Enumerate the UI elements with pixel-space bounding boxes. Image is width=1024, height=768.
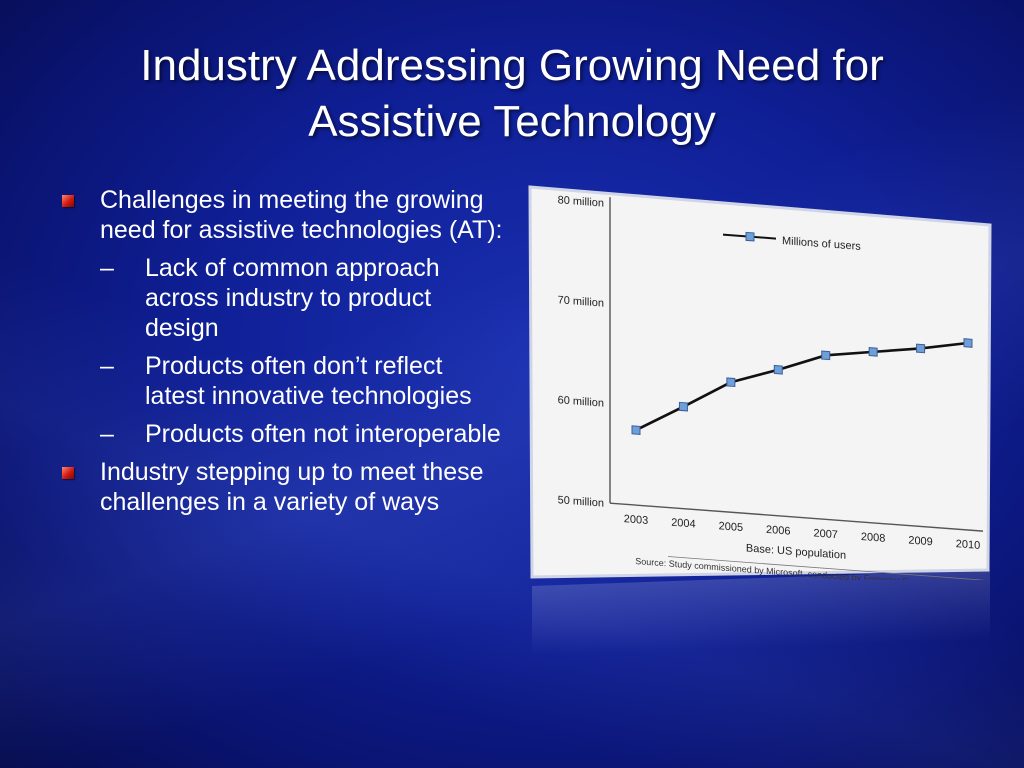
bullet-industry: Industry stepping up to meet these chall… [58,457,508,517]
series-line [635,341,969,432]
y-tick-label: 80 million [558,194,604,209]
source-divider [668,556,983,580]
data-point [916,343,926,354]
dash-icon: – [100,254,114,282]
data-point [963,338,973,348]
line-chart: Millions of users 50 million 60 million 70… [528,185,992,580]
data-point [678,401,688,412]
x-tick-label: 2006 [766,524,790,538]
legend-marker-icon [745,231,755,242]
bullet-text: Industry stepping up to meet these chall… [100,458,484,516]
bullet-challenges: Challenges in meeting the growing need f… [58,185,508,449]
chart-paper [528,185,992,579]
x-tick-label: 2004 [671,517,695,531]
data-point [773,364,783,375]
y-tick-label: 70 million [558,294,604,309]
y-tick-label: 50 million [558,494,604,509]
data-point [726,377,736,388]
legend-label: Millions of users [782,235,861,253]
title-line-2: Assistive Technology [308,97,716,146]
x-tick-label: 2003 [624,513,648,527]
x-tick-label: 2005 [719,520,743,534]
bullet-text: Challenges in meeting the growing need f… [100,186,503,244]
square-bullet-icon [62,195,74,207]
title-line-1: Industry Addressing Growing Need for [140,41,884,90]
sub-bullet: – Products often don’t reflect latest in… [100,351,508,411]
x-axis [610,502,983,532]
x-tick-label: 2009 [908,535,932,549]
x-tick-label: 2010 [956,538,980,552]
sub-bullet-text: Products often not interoperable [145,420,501,448]
chart-panel: Millions of users 50 million 60 million 70… [528,185,994,580]
slide-title: Industry Addressing Growing Need for Ass… [40,38,984,150]
chart-reflection [532,570,990,656]
sub-bullet: – Lack of common approach across industr… [100,253,508,343]
sub-bullet-text: Lack of common approach across industry … [145,254,440,342]
sub-bullet: – Products often not interoperable [100,419,508,449]
sub-bullet-list: – Lack of common approach across industr… [100,253,508,449]
x-tick-label: 2007 [813,527,837,541]
chart-legend: Millions of users [723,231,861,253]
bullet-list: Challenges in meeting the growing need f… [58,185,508,523]
y-tick-label: 60 million [558,394,604,409]
square-bullet-icon [62,467,74,479]
data-point [631,425,641,435]
data-point [821,350,831,361]
dash-icon: – [100,352,114,380]
data-point [868,347,878,357]
x-tick-label: 2008 [861,531,885,545]
dash-icon: – [100,420,114,448]
sub-bullet-text: Products often don’t reflect latest inno… [145,352,472,410]
